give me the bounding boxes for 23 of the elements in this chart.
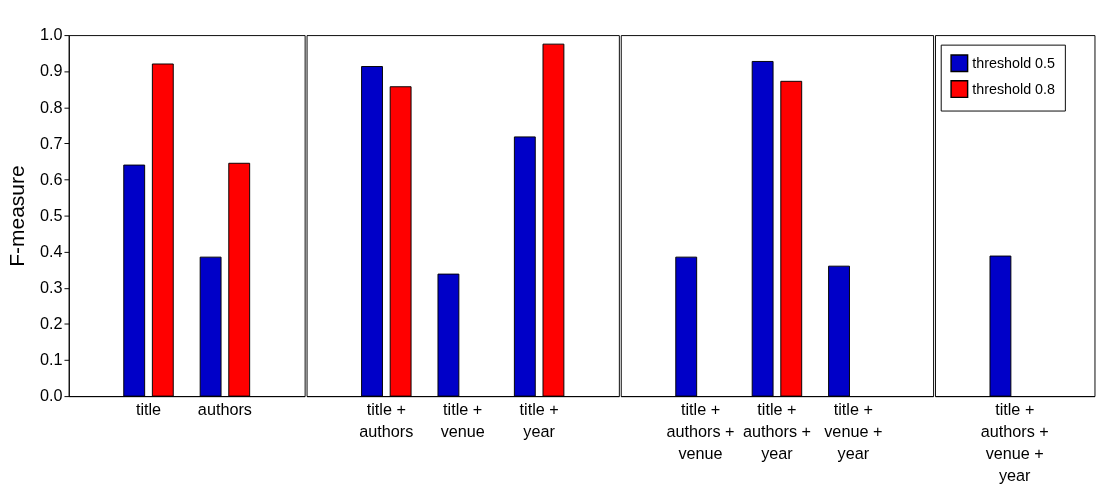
y-tick-label: 0.7 bbox=[40, 133, 63, 152]
y-tick-label: 0.6 bbox=[40, 169, 63, 188]
x-tick-label: title + authors bbox=[359, 399, 414, 440]
x-tick-label: title bbox=[135, 399, 162, 418]
x-tick-label: title + authors + venue + year bbox=[980, 399, 1049, 484]
y-tick-label: 0.0 bbox=[40, 386, 63, 405]
y-tick-label: 0.5 bbox=[40, 205, 63, 224]
y-tick-label: 0.1 bbox=[40, 350, 63, 369]
y-tick-label: 0.8 bbox=[40, 97, 63, 116]
x-tick-label: title + authors + venue bbox=[666, 399, 735, 462]
legend-label: threshold 0.5 bbox=[972, 55, 1056, 72]
x-tick-label: authors bbox=[197, 399, 252, 418]
legend-label: threshold 0.8 bbox=[972, 80, 1056, 97]
x-tick-label: title + venue + year bbox=[824, 399, 883, 462]
y-tick-label: 0.2 bbox=[40, 314, 63, 333]
y-tick-label: 0.3 bbox=[40, 278, 63, 297]
y-tick-label: 0.4 bbox=[40, 241, 63, 260]
y-axis-title: F-measure bbox=[4, 165, 28, 267]
y-tick-label: 1.0 bbox=[40, 25, 63, 44]
x-tick-label: title + year bbox=[519, 399, 559, 440]
y-tick-label: 0.9 bbox=[40, 61, 63, 80]
x-tick-label: title + authors + year bbox=[742, 399, 811, 462]
x-tick-label: title + venue bbox=[440, 399, 485, 440]
